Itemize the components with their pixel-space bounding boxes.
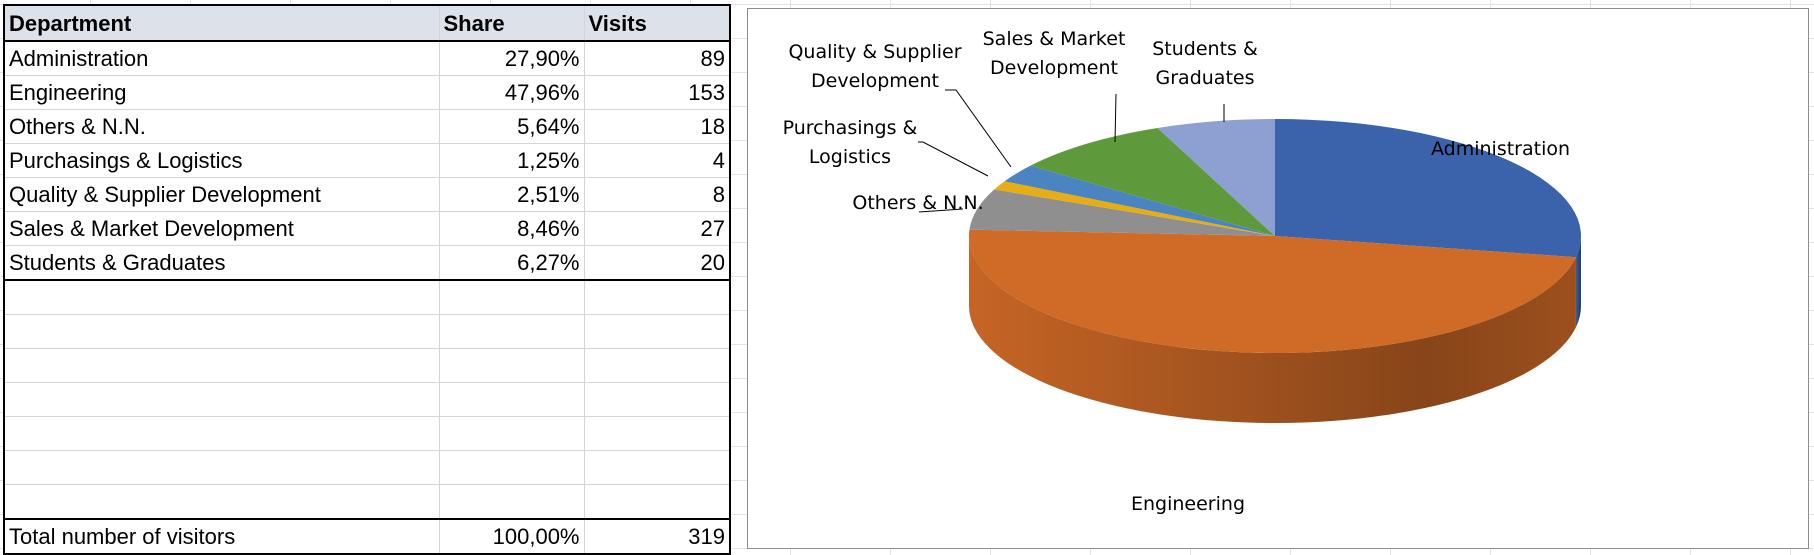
pie-slice-label: Logistics <box>809 146 891 168</box>
cell-department[interactable]: Quality & Supplier Development <box>4 177 440 212</box>
empty-cell[interactable] <box>584 280 731 315</box>
empty-cell[interactable] <box>439 450 585 485</box>
pie-slice-label: Others & N.N. <box>852 192 983 214</box>
table-row: Engineering 47,96% 153 <box>4 75 731 110</box>
pie-slice-side-shading <box>969 236 1576 424</box>
empty-row <box>4 348 731 383</box>
cell-share[interactable]: 2,51% <box>439 177 585 212</box>
cell-department[interactable]: Sales & Market Development <box>4 211 440 246</box>
empty-cell[interactable] <box>4 348 440 383</box>
chart-area[interactable]: Administration Engineering Others & N.N. Pu… <box>747 8 1809 549</box>
cell-share[interactable]: 5,64% <box>439 109 585 144</box>
cell-share[interactable]: 8,46% <box>439 211 585 246</box>
pie-slice-side-shading <box>1575 236 1581 328</box>
pie-slice[interactable] <box>969 189 1275 236</box>
pie-slice-label: Administration <box>1431 138 1570 160</box>
pie-slice-label: Students & <box>1152 38 1258 60</box>
cell-visits[interactable]: 4 <box>584 143 731 178</box>
total-label[interactable]: Total number of visitors <box>4 518 440 554</box>
pie-slice[interactable] <box>1157 119 1275 236</box>
total-row: Total number of visitors 100,00% 319 <box>4 518 731 554</box>
table-row: Administration 27,90% 89 <box>4 41 731 76</box>
cell-share[interactable]: 27,90% <box>439 41 585 76</box>
header-share[interactable]: Share <box>439 5 585 42</box>
pie-slice[interactable] <box>969 229 1576 354</box>
header-visits[interactable]: Visits <box>584 5 731 42</box>
pie-slice-label: Sales & Market <box>983 28 1126 50</box>
empty-cell[interactable] <box>584 348 731 383</box>
pie-labels: Administration Engineering Others & N.N. Pu… <box>783 28 1570 515</box>
empty-cell[interactable] <box>584 416 731 451</box>
cell-department[interactable]: Others & N.N. <box>4 109 440 144</box>
empty-cell[interactable] <box>584 382 731 417</box>
cell-visits[interactable]: 27 <box>584 211 731 246</box>
empty-cell[interactable] <box>439 416 585 451</box>
pie-slice[interactable] <box>1030 127 1275 236</box>
empty-cell[interactable] <box>439 314 585 349</box>
leader-line <box>945 89 1012 168</box>
cell-visits[interactable]: 8 <box>584 177 731 212</box>
pie-slice[interactable] <box>994 181 1275 236</box>
table-row: Quality & Supplier Development 2,51% 8 <box>4 177 731 212</box>
leader-line <box>1114 93 1117 143</box>
empty-cell[interactable] <box>439 348 585 383</box>
cell-visits[interactable]: 153 <box>584 75 731 110</box>
empty-cell[interactable] <box>4 450 440 485</box>
pie-leader-lines <box>918 89 1225 213</box>
empty-cell[interactable] <box>4 382 440 417</box>
total-share[interactable]: 100,00% <box>439 518 585 554</box>
header-department[interactable]: Department <box>4 5 440 42</box>
empty-row <box>4 484 731 520</box>
cell-share[interactable]: 47,96% <box>439 75 585 110</box>
pie-slice-label: Graduates <box>1156 67 1255 89</box>
empty-cell[interactable] <box>439 382 585 417</box>
pie-slice-label: Engineering <box>1131 493 1245 515</box>
table-row: Sales & Market Development 8,46% 27 <box>4 211 731 246</box>
pie-sides <box>969 236 1581 424</box>
pie-slice-label: Quality & Supplier <box>788 41 961 63</box>
cell-department[interactable]: Students & Graduates <box>4 245 440 281</box>
cell-visits[interactable]: 20 <box>584 245 731 281</box>
empty-cell[interactable] <box>584 484 731 520</box>
empty-cell[interactable] <box>4 416 440 451</box>
empty-row <box>4 450 731 485</box>
leader-line <box>918 141 989 177</box>
data-table: Department Share Visits Administration 2… <box>3 4 731 555</box>
pie-slice[interactable] <box>1004 165 1275 236</box>
table-row: Purchasings & Logistics 1,25% 4 <box>4 143 731 178</box>
pie-chart: Administration Engineering Others & N.N. Pu… <box>783 28 1581 515</box>
empty-row <box>4 382 731 417</box>
pie-slice-label: Purchasings & <box>783 117 918 139</box>
empty-row <box>4 314 731 349</box>
cell-department[interactable]: Administration <box>4 41 440 76</box>
table-row: Students & Graduates 6,27% 20 <box>4 245 731 281</box>
table-row: Others & N.N. 5,64% 18 <box>4 109 731 144</box>
header-row: Department Share Visits <box>4 5 731 42</box>
cell-visits[interactable]: 89 <box>584 41 731 76</box>
empty-row <box>4 280 731 315</box>
empty-cell[interactable] <box>584 450 731 485</box>
cell-department[interactable]: Engineering <box>4 75 440 110</box>
empty-row <box>4 416 731 451</box>
pie-tops <box>969 119 1581 354</box>
cell-visits[interactable]: 18 <box>584 109 731 144</box>
empty-cell[interactable] <box>439 484 585 520</box>
empty-cell[interactable] <box>584 314 731 349</box>
empty-cell[interactable] <box>4 314 440 349</box>
pie-slice-label: Development <box>811 70 939 92</box>
empty-cell[interactable] <box>4 484 440 520</box>
empty-cell[interactable] <box>439 280 585 315</box>
pie-slice[interactable] <box>1275 119 1581 258</box>
cell-share[interactable]: 1,25% <box>439 143 585 178</box>
cell-department[interactable]: Purchasings & Logistics <box>4 143 440 178</box>
total-visits[interactable]: 319 <box>584 518 731 554</box>
empty-cell[interactable] <box>4 280 440 315</box>
cell-share[interactable]: 6,27% <box>439 245 585 281</box>
pie-slice-label: Development <box>990 57 1118 79</box>
leader-line <box>918 208 964 213</box>
